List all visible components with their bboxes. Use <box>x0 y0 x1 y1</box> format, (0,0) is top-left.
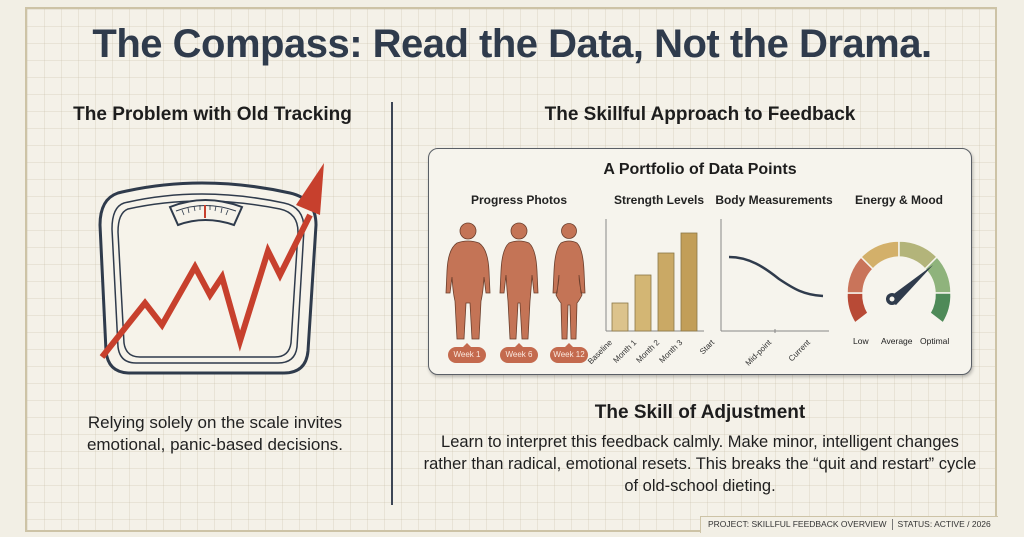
line-label-midpoint: Mid-point <box>743 338 774 368</box>
body-measurements-heading: Body Measurements <box>715 193 833 207</box>
week-6-label: Week 6 <box>500 343 538 363</box>
skill-body-text: Learn to interpret this feedback calmly.… <box>423 433 977 495</box>
progress-photos-heading: Progress Photos <box>470 193 568 207</box>
section-divider <box>391 102 393 505</box>
left-heading: The Problem with Old Tracking <box>73 104 352 125</box>
bar-label-month1: Month 1 <box>611 338 639 365</box>
strength-levels-heading: Strength Levels <box>613 193 705 207</box>
footer-project: PROJECT: SKILLFUL FEEDBACK OVERVIEW <box>708 519 887 529</box>
footer-status: STATUS: ACTIVE / 2026 <box>897 519 991 529</box>
panel-title: A Portfolio of Data Points <box>603 161 797 178</box>
body-silhouettes-icon <box>445 222 586 340</box>
gauge-label-optimal: Optimal <box>920 336 950 346</box>
gauge-label-average: Average <box>881 336 913 346</box>
gauge-label-low: Low <box>853 336 869 346</box>
energy-gauge-icon <box>846 240 952 325</box>
week-12-label: Week 12 <box>550 343 588 363</box>
skill-heading: The Skill of Adjustment <box>594 402 806 423</box>
line-label-current: Current <box>786 338 813 364</box>
week-1-label: Week 1 <box>448 343 486 363</box>
energy-mood-heading: Energy & Mood <box>854 193 943 207</box>
portfolio-panel: A Portfolio of Data Points Progress Phot… <box>428 148 972 375</box>
bar-label-month2: Month 2 <box>634 338 662 365</box>
left-body-text: Relying solely on the scale invites emot… <box>86 413 344 454</box>
page-title: The Compass: Read the Data, Not the Dram… <box>92 22 932 66</box>
body-measurements-line-chart <box>720 219 829 333</box>
bar-label-month3: Month 3 <box>657 338 685 365</box>
line-label-start: Start <box>697 338 717 357</box>
footer-status-bar: PROJECT: SKILLFUL FEEDBACK OVERVIEW STATU… <box>700 516 998 533</box>
strength-bar-chart <box>605 219 704 332</box>
footer-separator <box>891 519 893 531</box>
bathroom-scale-icon <box>98 163 324 375</box>
right-heading: The Skillful Approach to Feedback <box>544 104 856 125</box>
